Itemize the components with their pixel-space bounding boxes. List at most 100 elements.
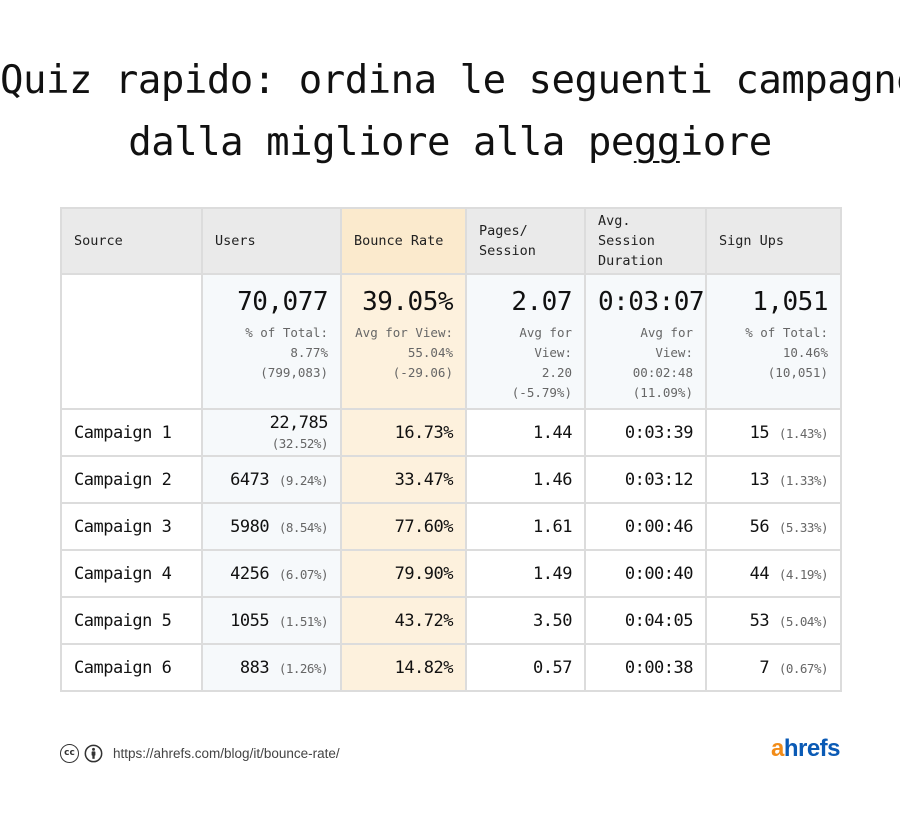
table-row: Campaign 2 6473 (9.24%) 33.47% 1.46 0:03… [60,455,842,504]
cell-bounce-rate: 43.72% [340,596,467,645]
cell-users: 5980 (8.54%) [201,502,342,551]
totals-signups-note-label: % of Total: [745,325,828,340]
cell-avg-session-duration: 0:03:12 [584,455,707,504]
cell-pages-session: 3.50 [465,596,586,645]
cell-users-pct: (9.24%) [278,472,329,488]
totals-pages-session: 2.07 Avg for View: 2.20 (-5.79%) [465,273,586,410]
cell-signups-pct: (5.33%) [778,519,829,535]
analytics-table: Source Users Bounce Rate Pages/ Session … [60,207,842,692]
totals-avg-session-duration: 0:03:07 Avg for View: 00:02:48 (11.09%) [584,273,707,410]
cell-pages-session: 1.61 [465,502,586,551]
cell-sign-ups: 13 (1.33%) [705,455,842,504]
totals-sign-ups: 1,051 % of Total: 10.46% (10,051) [705,273,842,410]
cell-signups-pct: (4.19%) [778,566,829,582]
cell-users-value: 4256 [230,563,270,584]
cell-sign-ups: 56 (5.33%) [705,502,842,551]
header-avg-session-duration: Avg. Session Duration [584,207,707,275]
cell-pages-session: 0.57 [465,643,586,692]
cell-sign-ups: 44 (4.19%) [705,549,842,598]
cell-bounce-rate: 16.73% [340,408,467,457]
cell-pages-session: 1.44 [465,408,586,457]
totals-bounce-note-diff: (-29.06) [392,365,453,380]
cell-avg-session-duration: 0:00:40 [584,549,707,598]
cell-users: 883 (1.26%) [201,643,342,692]
table-row: Campaign 5 1055 (1.51%) 43.72% 3.50 0:04… [60,596,842,645]
cell-source: Campaign 5 [60,596,203,645]
totals-users-note-label: % of Total: [245,325,328,340]
cell-users-value: 22,785 [269,412,329,433]
header-row: Source Users Bounce Rate Pages/ Session … [60,207,842,275]
table-row: Campaign 4 4256 (6.07%) 79.90% 1.49 0:00… [60,549,842,598]
cell-signups-pct: (5.04%) [778,613,829,629]
totals-pages-note-label: Avg for View: [519,325,572,360]
cell-bounce-rate: 33.47% [340,455,467,504]
cell-source: Campaign 1 [60,408,203,457]
totals-duration-note-label: Avg for View: [640,325,693,360]
totals-source [60,273,203,410]
table-row: Campaign 3 5980 (8.54%) 77.60% 1.61 0:00… [60,502,842,551]
totals-signups-value: 1,051 [752,287,828,317]
header-sign-ups: Sign Ups [705,207,842,275]
cell-users-pct: (32.52%) [271,435,329,451]
table-row: Campaign 1 22,785 (32.52%) 16.73% 1.44 0… [60,408,842,457]
cell-bounce-rate: 14.82% [340,643,467,692]
table-row: Campaign 6 883 (1.26%) 14.82% 0.57 0:00:… [60,643,842,692]
header-source: Source [60,207,203,275]
cell-users-value: 883 [239,657,270,678]
ahrefs-logo: ahrefs [770,735,841,763]
cell-users-value: 1055 [230,610,270,631]
cell-source: Campaign 3 [60,502,203,551]
title-line-2-start: dalla migliore alla pe [128,120,634,165]
cell-users: 22,785 (32.52%) [201,408,342,457]
title-line-2: dalla migliore alla peggiore [0,112,900,174]
cell-source: Campaign 6 [60,643,203,692]
header-pages-session: Pages/ Session [465,207,586,275]
totals-duration-value: 0:03:07 [598,287,705,317]
cell-signups-value: 15 [749,422,770,443]
totals-signups-note-value: 10.46% [782,345,828,360]
attribution-icon [84,744,103,762]
cell-users: 6473 (9.24%) [201,455,342,504]
totals-bounce-rate: 39.05% Avg for View: 55.04% (-29.06) [340,273,467,410]
header-users: Users [201,207,342,275]
cell-signups-value: 56 [749,516,770,537]
cell-signups-value: 44 [749,563,770,584]
cell-signups-pct: (1.33%) [778,472,829,488]
title-line-1: Quiz rapido: ordina le seguenti campagne [0,58,900,103]
cell-signups-pct: (1.43%) [778,425,829,441]
cell-avg-session-duration: 0:04:05 [584,596,707,645]
cell-users-pct: (1.51%) [278,613,329,629]
header-bounce-rate: Bounce Rate [340,207,467,275]
cell-bounce-rate: 77.60% [340,502,467,551]
creative-commons-icon: cc [60,743,79,763]
footer-license: cc https://ahrefs.com/blog/it/bounce-rat… [60,742,340,764]
totals-users: 70,077 % of Total: 8.77% (799,083) [201,273,342,410]
totals-signups-note-total: (10,051) [767,365,828,380]
cell-avg-session-duration: 0:03:39 [584,408,707,457]
cell-users-pct: (1.26%) [278,660,329,676]
cell-signups-value: 7 [759,657,770,678]
cell-bounce-rate: 79.90% [340,549,467,598]
cell-users-value: 5980 [230,516,270,537]
cell-users: 1055 (1.51%) [201,596,342,645]
totals-bounce-value: 39.05% [362,287,453,317]
cell-avg-session-duration: 0:00:46 [584,502,707,551]
cell-source: Campaign 4 [60,549,203,598]
cell-users-pct: (8.54%) [278,519,329,535]
totals-pages-value: 2.07 [511,287,572,317]
totals-users-note-value: 8.77% [290,345,328,360]
cell-signups-value: 53 [749,610,770,631]
cell-signups-value: 13 [749,469,770,490]
logo-a: a [770,735,784,762]
cell-pages-session: 1.46 [465,455,586,504]
cell-sign-ups: 53 (5.04%) [705,596,842,645]
totals-bounce-note-value: 55.04% [407,345,453,360]
totals-pages-note-value: 2.20 [541,365,572,380]
totals-users-note-total: (799,083) [260,365,328,380]
logo-rest: hrefs [783,735,841,762]
title-line-2-underlined: gg [633,120,680,165]
totals-duration-note-value: 00:02:48 [632,365,693,380]
cell-users-value: 6473 [230,469,270,490]
source-url-link[interactable]: https://ahrefs.com/blog/it/bounce-rate/ [113,745,340,761]
totals-bounce-note-label: Avg for View: [355,325,453,340]
